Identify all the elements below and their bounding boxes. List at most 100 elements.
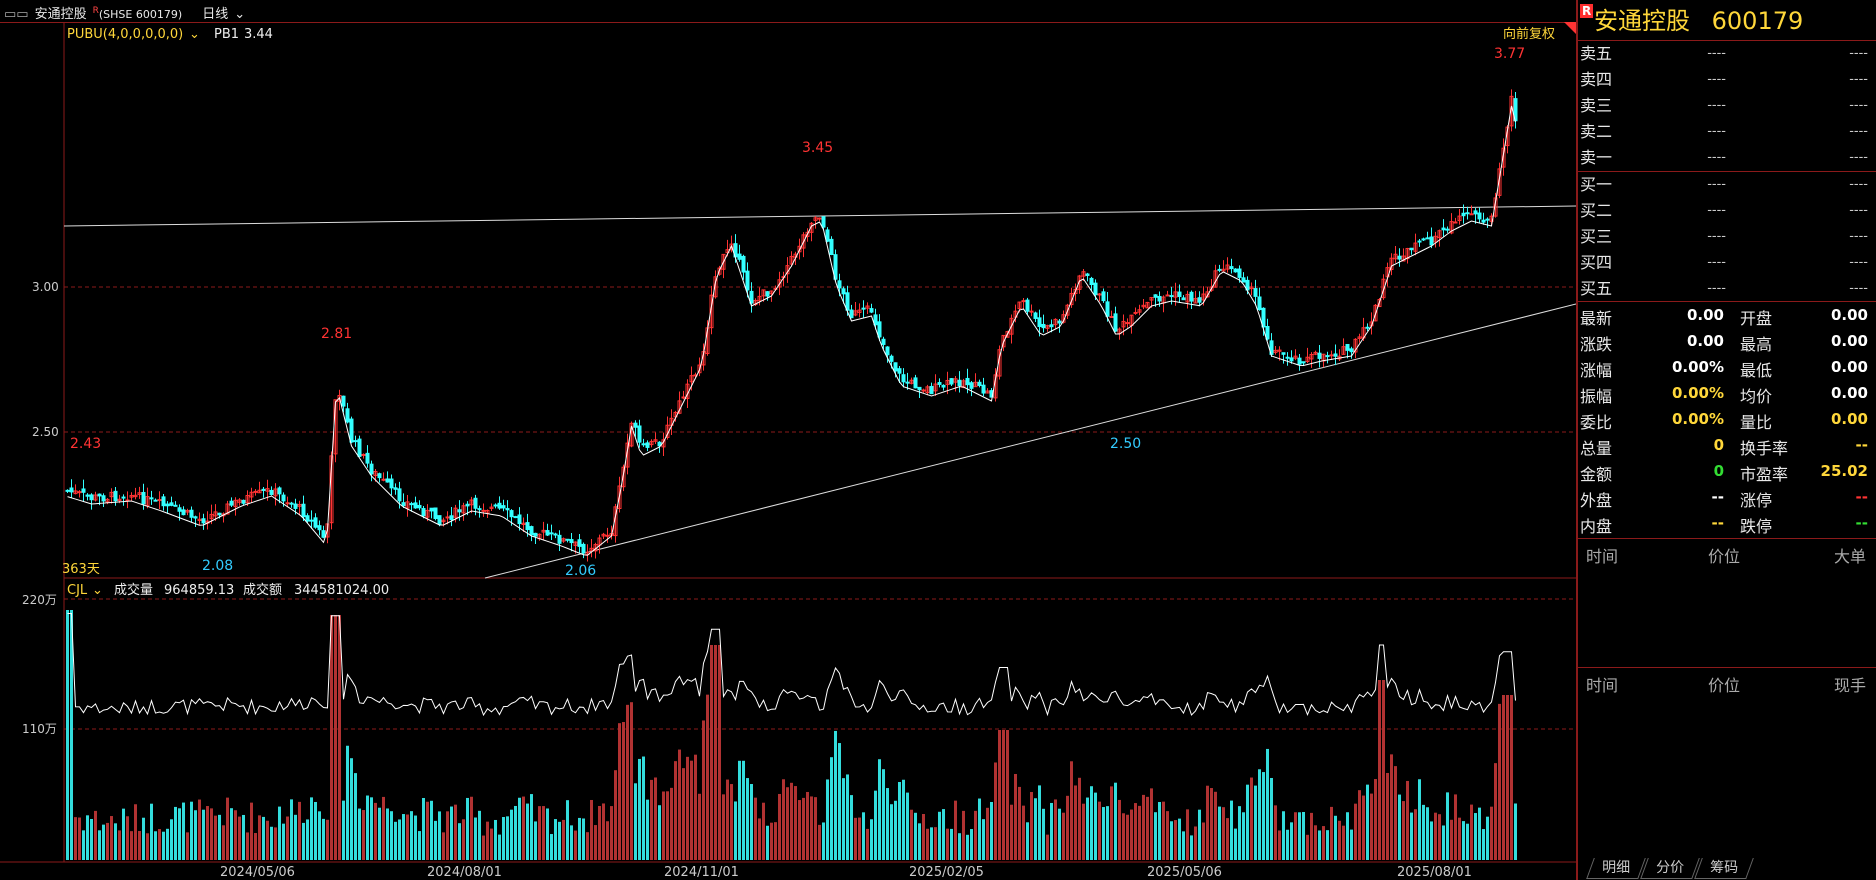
volume-bar bbox=[1042, 808, 1045, 860]
volume-bar bbox=[1122, 813, 1125, 860]
volume-bar bbox=[514, 805, 517, 860]
kline-chart[interactable]: 3.00 2.50 220万 110万 PUBU(4,0,0,0,0,0) ⌄ … bbox=[0, 0, 1576, 880]
volume-bar bbox=[162, 831, 165, 860]
candle-body bbox=[197, 518, 202, 521]
candle-body bbox=[457, 509, 462, 513]
tab-detail[interactable]: 明细 bbox=[1586, 858, 1646, 879]
volume-bar bbox=[698, 793, 701, 860]
candle-body bbox=[373, 471, 378, 477]
ask-volume: ---- bbox=[1849, 98, 1868, 113]
volume-bar bbox=[1446, 792, 1449, 860]
volume-bar bbox=[74, 817, 77, 860]
candle-body bbox=[821, 216, 826, 228]
candle-body bbox=[1345, 343, 1350, 351]
volume-bar bbox=[1106, 806, 1109, 860]
volume-bar bbox=[1094, 792, 1097, 860]
candle-body bbox=[757, 295, 762, 302]
candle-body bbox=[1201, 293, 1206, 301]
tab-chips[interactable]: 筹码 bbox=[1694, 858, 1754, 879]
volume-bar bbox=[530, 794, 533, 860]
candle-body bbox=[917, 386, 922, 391]
volume-bar bbox=[1274, 805, 1277, 860]
volume-bar bbox=[1362, 795, 1365, 860]
tab-detail-label: 明细 bbox=[1602, 860, 1631, 876]
volume-bar bbox=[1086, 797, 1089, 860]
volume-bar bbox=[1330, 806, 1333, 860]
candle-body bbox=[1045, 325, 1050, 329]
candlesticks bbox=[65, 89, 1518, 562]
candle-body bbox=[841, 288, 846, 295]
tab-price-split[interactable]: 分价 bbox=[1640, 858, 1700, 879]
volume-bar bbox=[342, 800, 345, 860]
volume-bar bbox=[1354, 803, 1357, 860]
volume-bar bbox=[354, 773, 357, 860]
ask-label: 卖一 bbox=[1580, 148, 1613, 167]
tab-price-split-label: 分价 bbox=[1656, 860, 1685, 876]
volume-bar bbox=[130, 831, 133, 860]
candle-body bbox=[1085, 273, 1090, 276]
candle-body bbox=[433, 507, 438, 520]
bid-label: 买三 bbox=[1580, 227, 1613, 246]
volume-bar bbox=[466, 797, 469, 860]
volume-bar bbox=[562, 819, 565, 860]
volume-bar bbox=[638, 758, 641, 860]
volume-bar bbox=[598, 805, 601, 860]
candle-body bbox=[497, 502, 502, 509]
candle-body bbox=[561, 538, 566, 542]
volume-bar bbox=[1502, 695, 1505, 860]
volume-bar bbox=[882, 769, 885, 860]
candle-body bbox=[1005, 331, 1010, 338]
volume-bar bbox=[814, 797, 817, 860]
candle-body bbox=[1313, 351, 1318, 355]
volume-bar bbox=[982, 819, 985, 860]
volume-bar bbox=[122, 808, 125, 860]
volume-bar bbox=[866, 828, 869, 860]
candle-body bbox=[1233, 268, 1238, 273]
volume-bar bbox=[1070, 761, 1073, 860]
candle-body bbox=[1485, 218, 1490, 221]
candle-body bbox=[1165, 294, 1170, 297]
volume-bar bbox=[78, 817, 81, 860]
candle-body bbox=[729, 243, 734, 251]
volume-bar bbox=[966, 834, 969, 860]
candle-body bbox=[605, 534, 610, 537]
candle-body bbox=[1205, 291, 1210, 298]
volume-bar bbox=[1306, 834, 1309, 860]
candle-body bbox=[1449, 221, 1454, 234]
ask-row: 卖五 ---- ---- bbox=[1578, 41, 1876, 67]
volume-bar bbox=[1418, 779, 1421, 860]
candle-body bbox=[513, 516, 518, 519]
candle-body bbox=[1277, 349, 1282, 352]
volume-average-line bbox=[67, 613, 1516, 717]
peak-label-2: 3.45 bbox=[802, 140, 833, 156]
volume-bar bbox=[1066, 795, 1069, 860]
candle-body bbox=[649, 440, 654, 446]
volume-bar bbox=[90, 818, 93, 860]
volume-bar bbox=[1154, 812, 1157, 860]
period-selector[interactable]: 日线 ⌄ bbox=[202, 7, 251, 22]
volume-bar bbox=[1138, 805, 1141, 860]
volume-bar bbox=[318, 811, 321, 860]
candle-body bbox=[1197, 297, 1202, 303]
volume-bar bbox=[142, 817, 145, 860]
layout-icon[interactable]: ▭▭ bbox=[4, 7, 29, 23]
ask-price: ---- bbox=[1707, 46, 1726, 61]
volume-bar bbox=[1270, 777, 1273, 860]
candle-body bbox=[361, 453, 366, 456]
volume-bar bbox=[1030, 791, 1033, 860]
volume-bar bbox=[166, 828, 169, 860]
volume-bar bbox=[1102, 807, 1105, 860]
ma-line bbox=[67, 105, 1516, 556]
candle-body bbox=[297, 504, 302, 507]
candle-body bbox=[1041, 323, 1046, 329]
candle-body bbox=[1033, 312, 1038, 319]
bid-price: ---- bbox=[1707, 229, 1726, 244]
quote-value-right: 0.00 bbox=[1830, 410, 1868, 428]
candle-body bbox=[933, 383, 938, 392]
candle-body bbox=[133, 494, 138, 498]
quote-label-right: 涨停 bbox=[1740, 491, 1773, 510]
quote-panel: R 安通控股 600179 卖五 ---- ---- 卖四 ---- ---- 卖三… bbox=[1576, 0, 1876, 880]
volume-bar bbox=[1474, 813, 1477, 860]
candle-body bbox=[1145, 301, 1150, 309]
volume-bar bbox=[1262, 772, 1265, 860]
